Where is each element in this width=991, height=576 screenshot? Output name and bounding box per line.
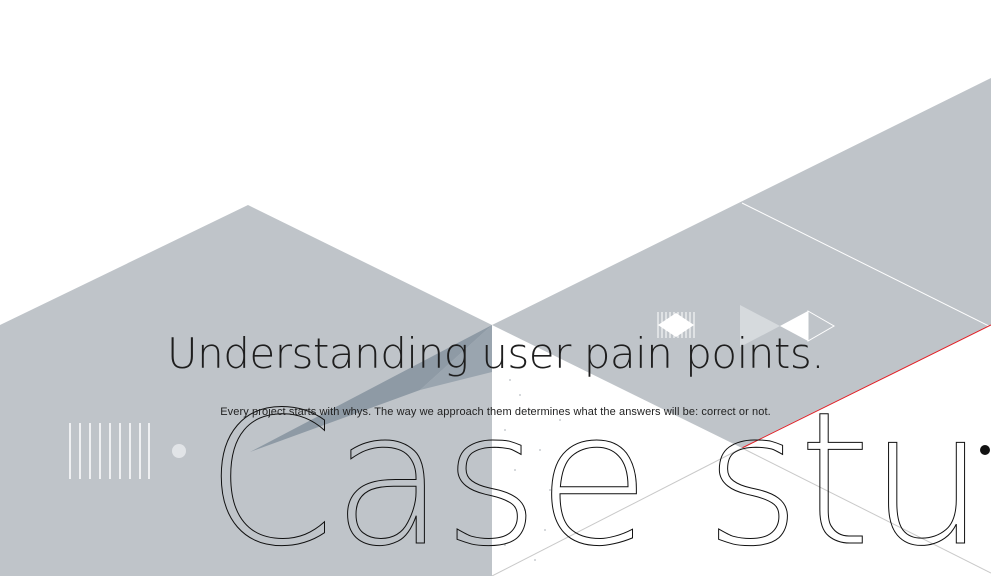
white-divider-line: [741, 202, 991, 328]
red-accent-line: [741, 324, 991, 449]
case-studies-title: Case studi: [205, 373, 991, 576]
page-subheadline: Every project starts with whys. The way …: [220, 406, 771, 418]
i-dot: [980, 445, 990, 455]
gray-line-1: [491, 447, 743, 576]
stripe-pattern-left: [69, 423, 150, 479]
page-headline: Understanding user pain points.: [166, 329, 825, 378]
white-facet: [492, 325, 742, 576]
diamond-outline-shape: [807, 310, 836, 342]
noise-texture: [504, 379, 561, 561]
shadow-wedge-2: [420, 325, 492, 390]
left-gray-shape: [0, 205, 492, 576]
dot-marker: [172, 444, 186, 458]
shadow-wedge: [250, 325, 492, 452]
triangle-shape: [740, 305, 780, 347]
diamond-white-shape: [780, 311, 808, 341]
striped-diamond-icon: [657, 312, 695, 338]
gray-line-2: [741, 447, 991, 574]
